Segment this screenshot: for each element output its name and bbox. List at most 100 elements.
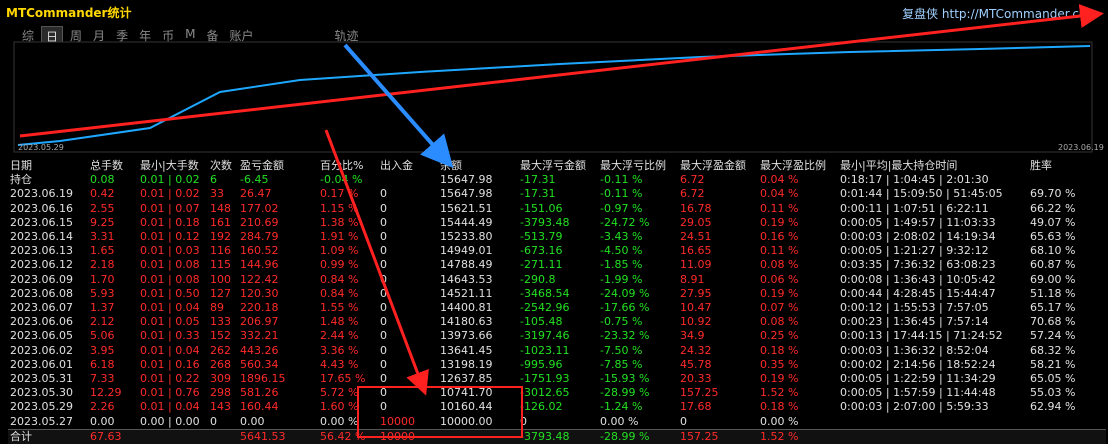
cell: -28.99 % <box>598 428 678 444</box>
cell: -1.85 % <box>600 258 643 272</box>
stats-table: 日期 总手数 最小|大手数 次数 盈亏金额 百分比% 出入金 余额 最大浮亏金额 最大浮亏比例 最大… <box>8 159 1106 444</box>
cell: 309 <box>210 372 231 386</box>
cell: 合计 <box>8 428 88 444</box>
cell: 持仓 <box>10 173 32 187</box>
cell: -17.31 <box>520 187 556 201</box>
cell: 298 <box>210 386 231 400</box>
cell: 5.06 <box>90 329 115 343</box>
cell: 268 <box>210 357 231 371</box>
cell: 157.25 <box>680 386 719 400</box>
cell: 3.31 <box>90 230 115 244</box>
cell: 0.08 % <box>760 315 799 329</box>
data-row: 持仓 0.08 0.01 | 0.02 6 -6.45 -0.04 % 15647.98 -1… <box>8 173 1106 187</box>
cell: 10.92 <box>680 315 712 329</box>
cell: 2023.05.30 <box>10 386 73 400</box>
cell: -1.99 % <box>600 272 643 286</box>
column-header: 出入金 <box>380 159 413 172</box>
cell: -105.48 <box>520 315 563 329</box>
cell: 0.08 % <box>760 258 799 272</box>
cell: 14180.63 <box>440 315 493 329</box>
cell <box>838 415 1028 430</box>
cell: 14643.53 <box>440 272 493 286</box>
cell: 14949.01 <box>440 244 493 258</box>
cell: 0.01 | 0.12 <box>140 230 200 244</box>
cell: 0:01:44 | 15:09:50 | 51:45:05 <box>840 187 1003 201</box>
cell: -1023.11 <box>520 343 570 357</box>
cell: 57.24 % <box>1030 329 1076 343</box>
cell: 2023.06.09 <box>10 272 73 286</box>
cell: 0.06 % <box>760 272 799 286</box>
cell: 0.25 % <box>760 329 799 343</box>
cell: 2023.06.15 <box>10 215 73 229</box>
cell: -0.04 % <box>320 173 363 187</box>
cell: 0.01 | 0.76 <box>140 386 200 400</box>
cell: 0:00:03 | 2:08:02 | 14:19:34 <box>840 230 996 244</box>
cell: 15647.98 <box>440 173 493 187</box>
cell: -290.8 <box>520 272 556 286</box>
cell: 14400.81 <box>440 301 493 315</box>
cell: -271.11 <box>520 258 563 272</box>
data-row: 2023.06.05 5.06 0.01 | 0.33 152 332.21 2.44 %… <box>8 329 1106 343</box>
cell: 2023.06.13 <box>10 244 73 258</box>
cell: 6.72 <box>680 173 705 187</box>
cell: 0 <box>380 272 387 286</box>
cell: 12.29 <box>90 386 122 400</box>
cell: 62.94 % <box>1030 400 1076 414</box>
cell: 1.91 % <box>320 230 359 244</box>
cell: 0.00 <box>90 414 115 428</box>
cell: -6.45 <box>240 173 269 187</box>
cell: 68.32 % <box>1030 343 1076 357</box>
cell: 2023.06.07 <box>10 301 73 315</box>
data-row: 2023.06.09 1.70 0.01 | 0.08 100 122.42 0.84 %… <box>8 273 1106 287</box>
cell: 0.01 | 0.03 <box>140 244 200 258</box>
cell: 122.42 <box>240 272 279 286</box>
chart-frame <box>13 41 1093 153</box>
cell: 0.00 <box>240 414 265 428</box>
cell: 144.96 <box>240 258 279 272</box>
cell: 13641.45 <box>440 343 493 357</box>
cell: 15647.98 <box>440 187 493 201</box>
cell: 0 <box>380 201 387 215</box>
cell: 2023.05.31 <box>10 372 73 386</box>
cell: 0.01 | 0.16 <box>140 357 200 371</box>
cell: 2023.06.02 <box>10 343 73 357</box>
cell: 2.44 % <box>320 329 359 343</box>
column-header: 次数 <box>210 159 232 172</box>
cell: 0.19 % <box>760 372 799 386</box>
cell: 0:00:05 | 1:49:57 | 11:03:33 <box>840 215 996 229</box>
data-row: 2023.06.08 5.93 0.01 | 0.50 127 120.30 0.84 %… <box>8 287 1106 301</box>
cell: 0:03:35 | 7:36:32 | 63:08:23 <box>840 258 996 272</box>
cell: 0.01 | 0.04 <box>140 400 200 414</box>
cell: 66.22 % <box>1030 201 1076 215</box>
cell: 152 <box>210 329 231 343</box>
header-row: 日期 总手数 最小|大手数 次数 盈亏金额 百分比% 出入金 余额 最大浮亏金额 最大浮亏比例 最大… <box>8 159 1106 173</box>
cell: 24.51 <box>680 230 712 244</box>
cell: 68.10 % <box>1030 244 1076 258</box>
cell: -24.09 % <box>600 286 650 300</box>
cell: 1.48 % <box>320 315 359 329</box>
cell <box>838 428 1028 444</box>
cell: 70.68 % <box>1030 315 1076 329</box>
cell: 133 <box>210 315 231 329</box>
cell: 2.26 <box>90 400 115 414</box>
cell: 0.01 | 0.08 <box>140 258 200 272</box>
cell <box>438 428 518 444</box>
cell: 2023.05.29 <box>10 400 73 414</box>
data-row: 2023.06.02 3.95 0.01 | 0.04 262 443.26 3.36 %… <box>8 344 1106 358</box>
cell: -17.31 <box>520 173 556 187</box>
cell: 2023.06.05 <box>10 329 73 343</box>
cell: 160.52 <box>240 244 279 258</box>
cell: 0 <box>680 414 687 428</box>
cell: -0.75 % <box>600 315 643 329</box>
data-row: 2023.06.14 3.31 0.01 | 0.12 192 284.79 1.91 %… <box>8 230 1106 244</box>
column-header: 最大浮亏比例 <box>600 159 666 172</box>
cell: 0.00 % <box>320 414 359 428</box>
cell: 10.47 <box>680 301 712 315</box>
cell: 67.63 <box>88 428 138 444</box>
cell: 177.02 <box>240 201 279 215</box>
cell: 192 <box>210 230 231 244</box>
data-row: 2023.06.12 2.18 0.01 | 0.08 115 144.96 0.99 %… <box>8 258 1106 272</box>
cell: 0.18 % <box>760 343 799 357</box>
cell: 17.65 % <box>320 372 366 386</box>
cell: 27.95 <box>680 286 712 300</box>
